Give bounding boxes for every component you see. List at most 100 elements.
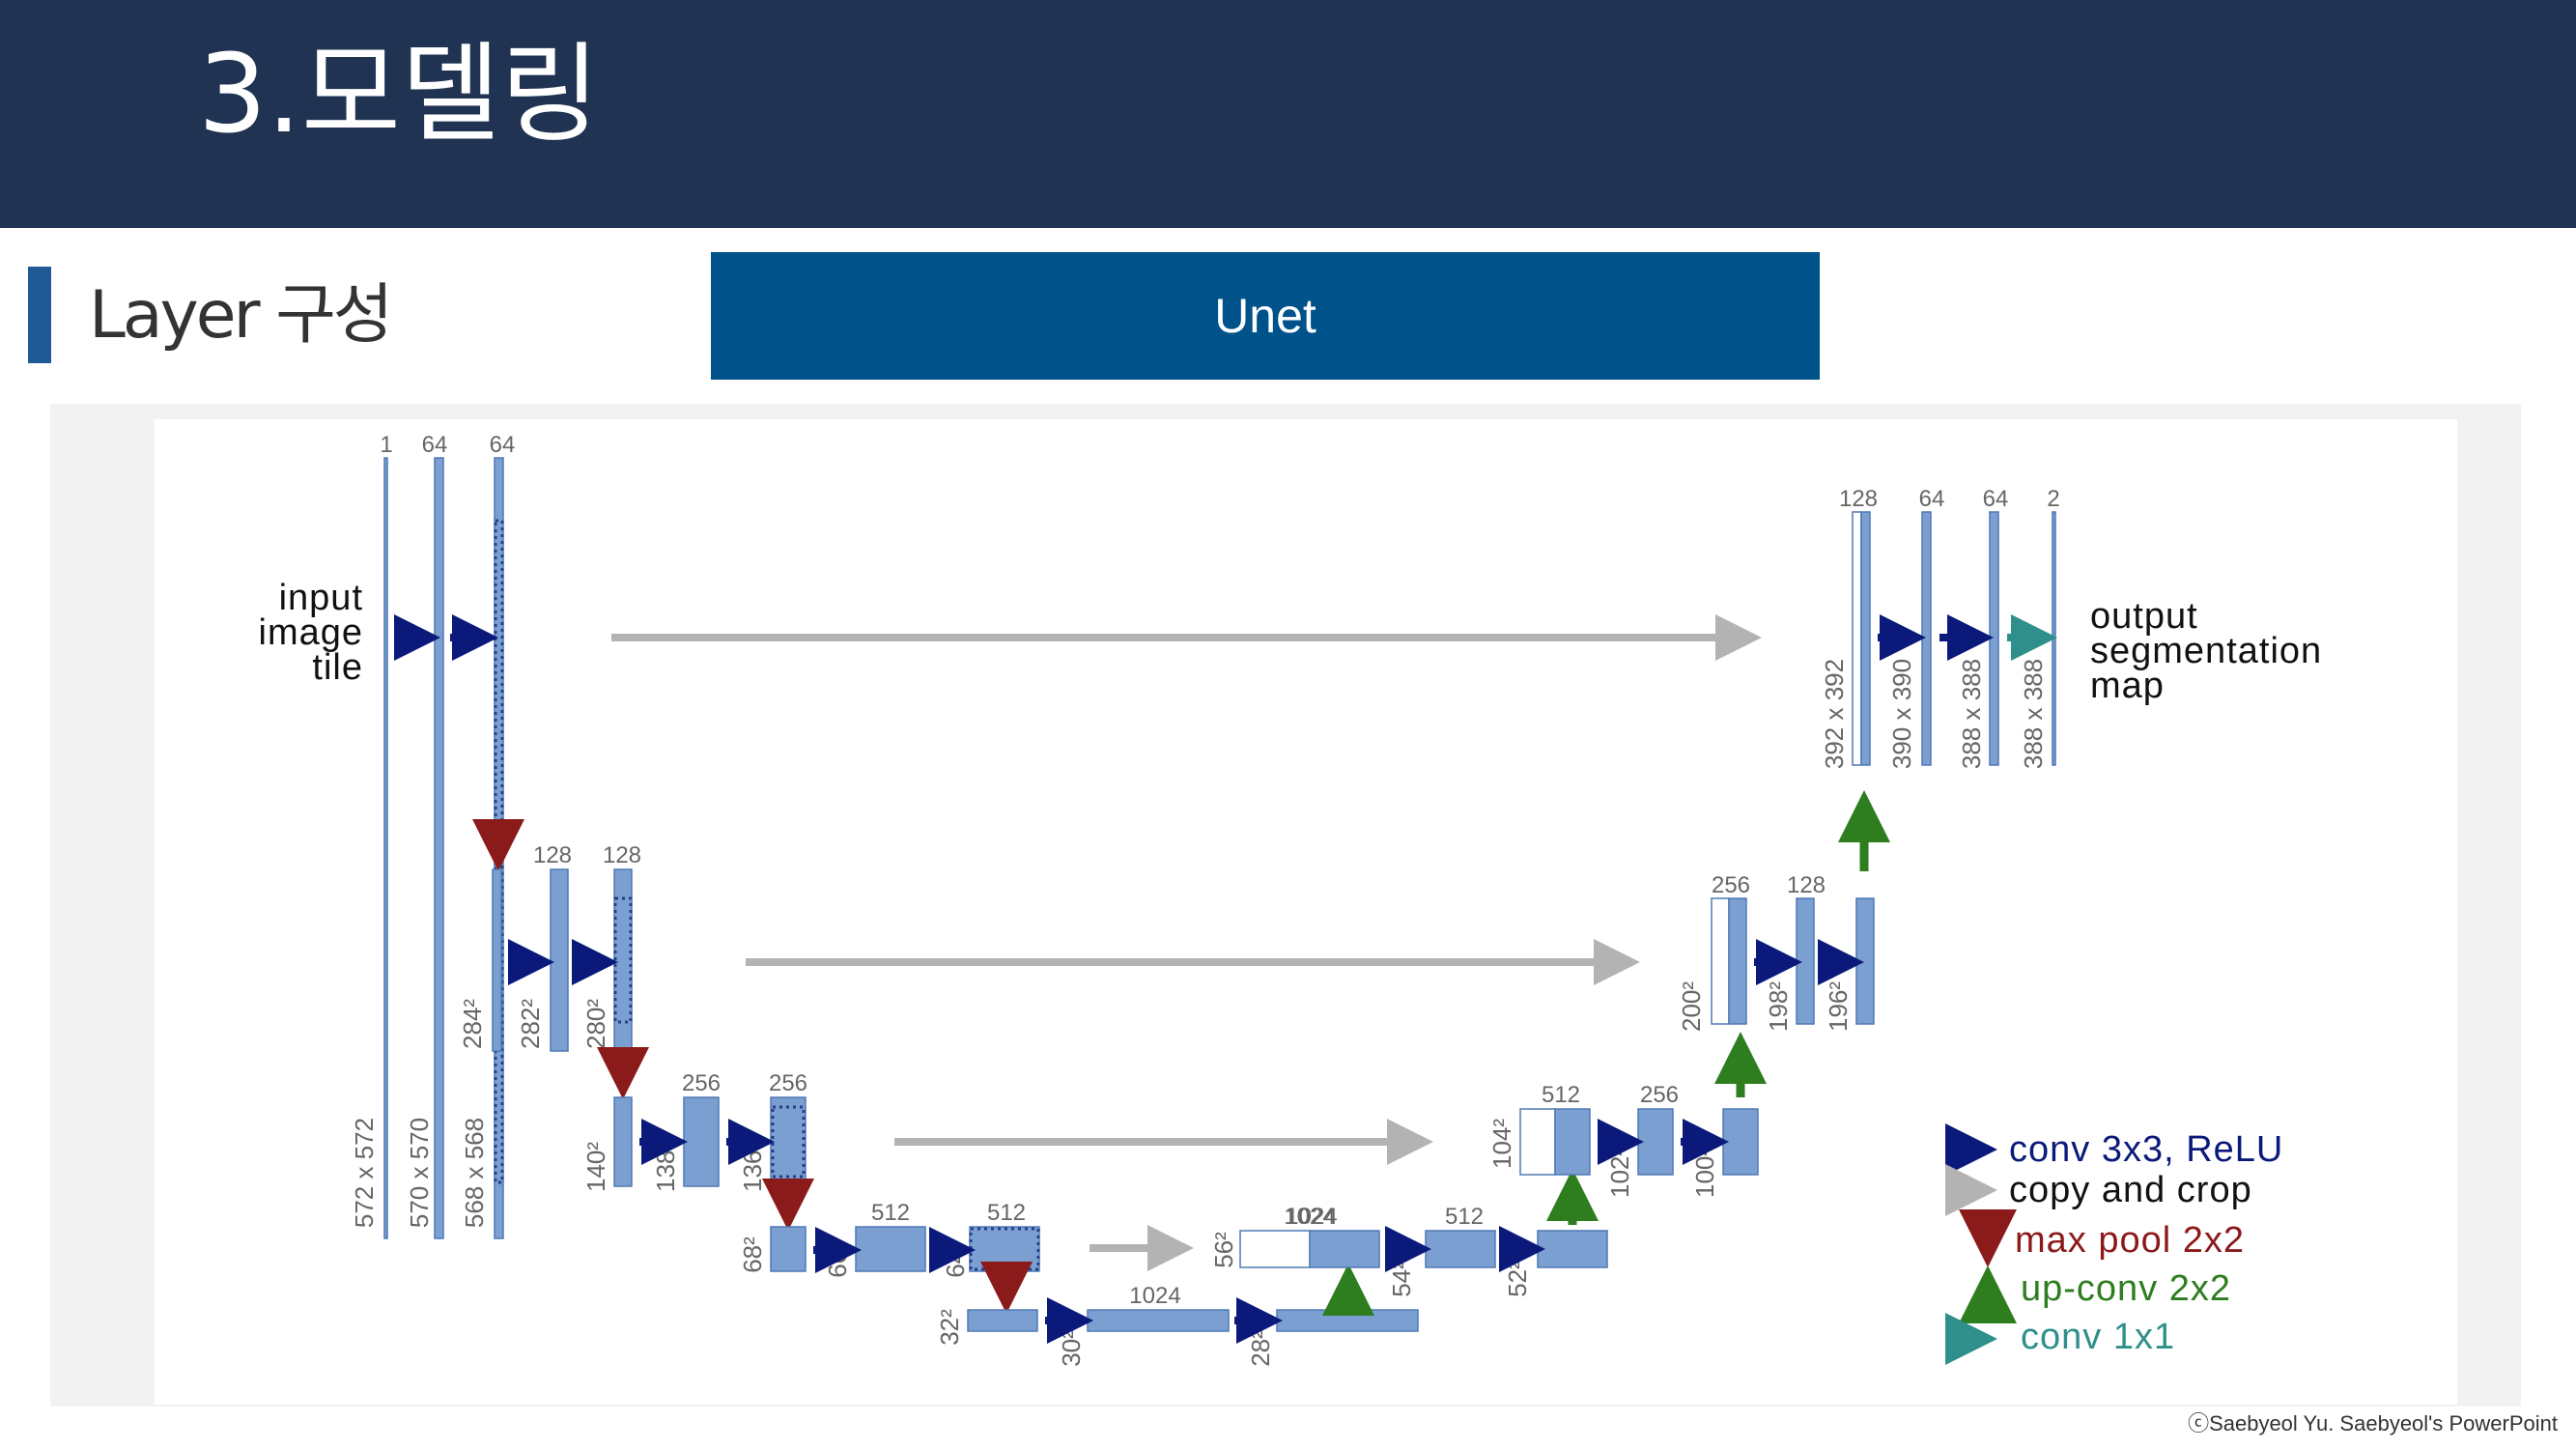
up1-size-1: 392 x 392 (1820, 659, 1849, 769)
legend: conv 3x3, ReLU copy and crop max pool 2x… (1945, 1123, 2283, 1365)
up2-upsampled-block (1728, 897, 1747, 1025)
l4-block-1 (770, 1226, 807, 1272)
up1-block-3 (1989, 511, 1999, 766)
up4-size-1: 56² (1209, 1232, 1238, 1268)
legend-pool-label: max pool 2x2 (2015, 1220, 2245, 1261)
up3-block-2 (1637, 1108, 1674, 1176)
l2-size-1: 284² (458, 999, 487, 1049)
section-marker (28, 267, 51, 363)
l1-block-2 (434, 457, 444, 1239)
level2-group: 128 128 284² 282² 280² (458, 842, 1640, 1099)
l2-channel-2: 128 (603, 842, 641, 868)
up1-size-2: 390 x 390 (1887, 659, 1916, 769)
unet-banner-label: Unet (1214, 289, 1316, 343)
level3-group: 256 256 140² 138² 136² (581, 1070, 1433, 1231)
page-title: 3.모델링 (198, 32, 600, 157)
up3-block-3 (1722, 1108, 1759, 1176)
up2-size-2: 198² (1764, 981, 1793, 1032)
l3-crop-region (771, 1105, 806, 1179)
up4-size-2: 54² (1387, 1261, 1416, 1297)
up3-group: 512 256 104² 102² 100² (1487, 1032, 1767, 1198)
output-label-line-3: map (2090, 666, 2165, 706)
l4-size-1: 68² (738, 1236, 767, 1273)
up1-channel-3: 64 (1983, 486, 2009, 512)
bottom-group: 1024 1024 32² 30² 28² (935, 1204, 1419, 1367)
l3-size-1: 140² (581, 1142, 610, 1192)
section-title: Layer 구성 (89, 277, 393, 354)
l1-crop-region (494, 519, 504, 1184)
l2-channel-1: 128 (533, 842, 572, 868)
l3-block-3 (770, 1096, 807, 1187)
up2-size-1: 200² (1677, 981, 1706, 1032)
up4-block-2 (1425, 1230, 1496, 1268)
up4-channel-2: 512 (1445, 1204, 1484, 1230)
up3-size-3: 100² (1690, 1148, 1719, 1198)
l1-channel-3: 64 (490, 432, 516, 458)
up2-channel-1: 256 (1712, 872, 1750, 898)
bottom-size-3: 28² (1246, 1330, 1275, 1367)
bottom-size-1: 32² (935, 1309, 964, 1346)
legend-conv1x1-label: conv 1x1 (2021, 1317, 2175, 1357)
l1-size-3: 568 x 568 (460, 1118, 489, 1228)
up1-size-4: 388 x 388 (2019, 659, 2048, 769)
up3-size-1: 104² (1487, 1119, 1516, 1169)
output-label-line-1: output (2090, 596, 2198, 637)
bottom-block-3 (1276, 1309, 1419, 1332)
up4-size-3: 52² (1503, 1261, 1532, 1297)
up4-group: 1024 512 56² 54² 52² (1209, 1169, 1608, 1297)
up2-copied-block (1711, 897, 1730, 1025)
bottom-block-2 (1087, 1309, 1230, 1332)
legend-conv-label: conv 3x3, ReLU (2009, 1129, 2283, 1170)
output-label-line-2: segmentation (2090, 631, 2322, 671)
l1-channel-1: 1 (380, 432, 392, 458)
up4-block-3 (1537, 1230, 1608, 1268)
up4-upsampled-block (1309, 1230, 1380, 1268)
l3-channel-1: 256 (682, 1070, 721, 1096)
l4-channel-1: 512 (871, 1200, 910, 1226)
l2-block-3 (613, 868, 633, 1052)
l3-block-1 (613, 1096, 633, 1187)
up1-group: 128 64 64 2 392 x 392 390 x 390 388 x 38… (1820, 486, 2322, 769)
input-label-line-2: image (259, 612, 364, 653)
up1-channel-2: 64 (1919, 486, 1945, 512)
up1-upsampled-block (1860, 511, 1871, 766)
up2-size-3: 196² (1824, 981, 1853, 1032)
up2-group: 256 128 200² 198² 196² (1677, 790, 1890, 1032)
bottom-size-2: 30² (1057, 1330, 1086, 1367)
up4-copied-block (1239, 1230, 1311, 1268)
level4-group: 512 512 68² 66² 64² (738, 1200, 1194, 1314)
up3-size-2: 102² (1605, 1148, 1634, 1198)
l3-size-2: 138² (651, 1142, 680, 1192)
up1-output-block (2052, 511, 2056, 766)
up2-block-3 (1855, 897, 1875, 1025)
l4-block-2 (855, 1226, 926, 1272)
bottom-channel-2: 1024 (1284, 1204, 1335, 1230)
up3-channel-1: 512 (1542, 1082, 1580, 1108)
l3-channel-2: 256 (769, 1070, 807, 1096)
up2-block-2 (1796, 897, 1815, 1025)
l1-block-1 (383, 457, 388, 1239)
up4-channel-1: 1024 (1286, 1204, 1337, 1230)
unet-svg: 1 64 64 572 x 572 570 x 570 568 x 568 in… (259, 432, 2322, 1367)
input-label-line-1: input (279, 578, 363, 618)
l4-channel-2: 512 (987, 1200, 1026, 1226)
l1-channel-2: 64 (422, 432, 448, 458)
title-band (0, 0, 2576, 228)
bottom-channel-1: 1024 (1129, 1283, 1180, 1309)
up3-copied-block (1519, 1108, 1556, 1176)
unet-diagram: 1 64 64 572 x 572 570 x 570 568 x 568 in… (155, 419, 2457, 1405)
up3-channel-2: 256 (1640, 1082, 1679, 1108)
up1-channel-1: 128 (1839, 486, 1878, 512)
l2-block-1 (492, 868, 502, 1052)
copyright-credit: ⓒSaebyeol Yu. Saebyeol's PowerPoint (2188, 1411, 2558, 1435)
l2-block-2 (550, 868, 569, 1052)
up1-size-3: 388 x 388 (1957, 659, 1986, 769)
legend-upconv-label: up-conv 2x2 (2021, 1268, 2231, 1309)
up1-copied-block (1852, 511, 1862, 766)
l4-block-3 (969, 1226, 1040, 1272)
bottom-block-1 (967, 1309, 1038, 1332)
l2-size-2: 282² (516, 999, 545, 1049)
l3-size-3: 136² (738, 1142, 767, 1192)
input-label-line-3: tile (312, 647, 363, 688)
l1-size-1: 572 x 572 (350, 1118, 379, 1228)
